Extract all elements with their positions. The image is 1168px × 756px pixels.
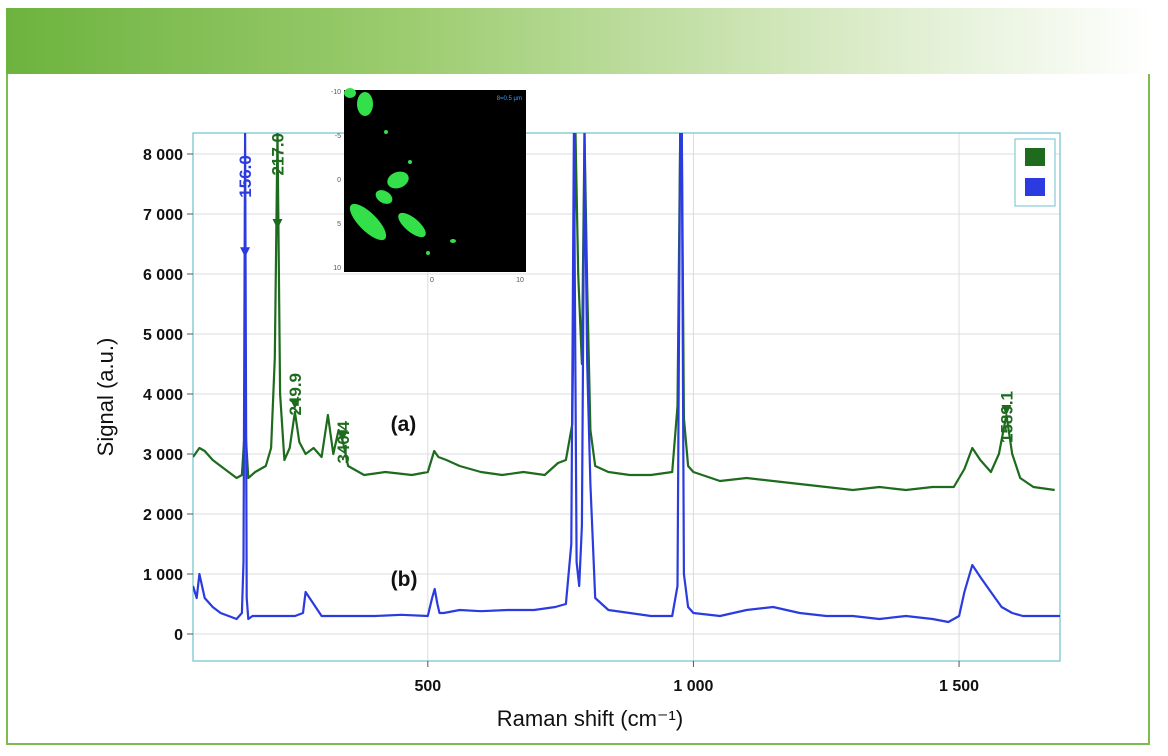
peak-arrow-head <box>289 399 300 409</box>
y-tick-label: 4 000 <box>143 387 183 404</box>
y-tick-label: 8 000 <box>143 147 183 164</box>
peak-annotation: 217.0 <box>268 133 287 229</box>
y-tick-label: 6 000 <box>143 267 183 284</box>
inset-particle <box>357 92 373 116</box>
peak-annotation: 156.0 <box>236 155 255 258</box>
inset-y-tick: 10 <box>333 265 341 272</box>
y-tick-label: 0 <box>174 627 183 644</box>
inset-y-tick: -10 <box>331 89 341 96</box>
inset-image <box>344 90 526 272</box>
trace-labels: (a) (b) <box>391 413 418 591</box>
y-axis-title: Signal (a.u.) <box>93 338 118 457</box>
y-axis-ticks: 0 1 000 2 000 3 000 4 000 5 000 6 000 7 000 8 00… <box>143 147 193 644</box>
legend-swatch-b <box>1025 178 1045 196</box>
inset-y-tick: -5 <box>335 133 341 140</box>
inset-particle <box>398 212 426 238</box>
inset-particle <box>408 160 412 164</box>
trace-label-b: (b) <box>391 568 418 591</box>
x-tick-label: 1 000 <box>673 678 713 695</box>
inset-particle <box>450 239 456 243</box>
inset-particle <box>349 203 387 241</box>
peak-annotation: 340.4 <box>334 420 353 463</box>
series-a-line <box>193 133 1055 492</box>
y-tick-label: 2 000 <box>143 507 183 524</box>
inset-particle <box>344 88 356 98</box>
y-tick-label: 3 000 <box>143 447 183 464</box>
peak-arrow-head <box>272 219 283 229</box>
inset-y-tick: 5 <box>337 221 341 228</box>
peak-label: 340.4 <box>334 420 353 463</box>
inset-scale-label: 8=0.5 µm <box>497 96 522 102</box>
peak-annotations: 156.0 217.0 249.9 340.4 1589.1 <box>236 133 1016 464</box>
peak-arrow-head <box>240 247 251 258</box>
figure-frame <box>6 74 1150 745</box>
peak-arrow-head <box>1001 405 1012 415</box>
inset-x-tick: 0 <box>430 277 434 284</box>
inset-y-tick: 0 <box>337 177 341 184</box>
grid-lines <box>193 133 1060 661</box>
inset-particle <box>384 130 388 134</box>
x-tick-label: 500 <box>414 678 441 695</box>
series-layer <box>193 133 1060 624</box>
header-banner <box>6 8 1152 74</box>
y-tick-label: 1 000 <box>143 567 183 584</box>
x-tick-label: 1 500 <box>939 678 979 695</box>
peak-arrow-head <box>338 430 349 441</box>
inset-particle <box>387 171 409 189</box>
y-tick-label: 7 000 <box>143 207 183 224</box>
trace-label-a: (a) <box>391 413 417 436</box>
peak-label: 249.9 <box>286 373 305 416</box>
inset-particle <box>426 251 430 255</box>
peak-label: 156.0 <box>236 155 255 198</box>
peak-annotation: 249.9 <box>286 373 305 416</box>
x-axis-title: Raman shift (cm⁻¹) <box>497 706 683 731</box>
map-inset: 8=0.5 µm -10 -5 0 5 10 0 10 <box>331 88 526 284</box>
legend-swatch-a <box>1025 148 1045 166</box>
y-tick-label: 5 000 <box>143 327 183 344</box>
x-axis-ticks: 500 1 000 1 500 <box>414 661 979 695</box>
peak-annotation: 1589.1 <box>997 391 1016 443</box>
inset-x-tick: 10 <box>516 277 524 284</box>
inset-particle <box>375 190 393 204</box>
legend <box>1014 138 1056 207</box>
plot-area-border <box>192 132 1061 662</box>
peak-label: 217.0 <box>268 133 287 176</box>
series-b-line <box>193 133 1060 624</box>
peak-label: 1589.1 <box>997 391 1016 443</box>
